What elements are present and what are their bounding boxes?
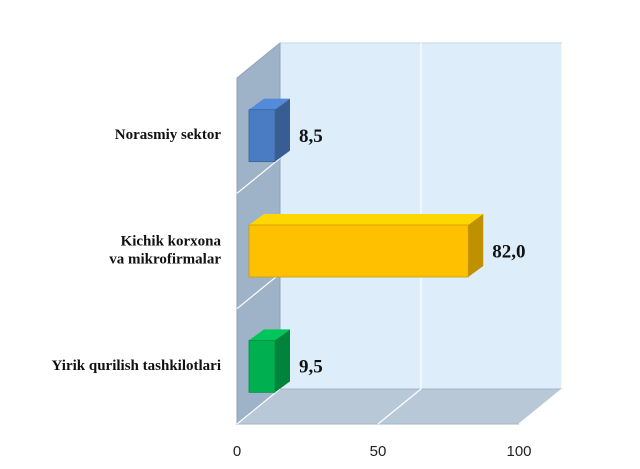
x-tick-label: 100 bbox=[506, 443, 531, 460]
value-label: 82,0 bbox=[492, 241, 525, 262]
bar-front bbox=[248, 109, 276, 163]
x-axis-ticks: 0 50 100 bbox=[233, 443, 532, 460]
category-label: Kichik korxona bbox=[121, 233, 222, 249]
value-label: 8,5 bbox=[299, 126, 323, 147]
category-label: Yirik qurilish tashkilotlari bbox=[52, 358, 221, 374]
side-gridline bbox=[236, 157, 281, 194]
bar-front bbox=[248, 339, 276, 393]
category-labels: Norasmiy sektor Kichik korxona va mikrofir… bbox=[52, 127, 222, 374]
side-gridline bbox=[236, 273, 281, 310]
value-labels: 8,5 82,0 9,5 bbox=[299, 126, 525, 378]
bar bbox=[248, 98, 290, 163]
category-label: Norasmiy sektor bbox=[115, 127, 222, 143]
floor-gridline bbox=[518, 388, 563, 425]
bar-top bbox=[249, 329, 290, 341]
bars bbox=[248, 98, 484, 393]
bar-front bbox=[248, 224, 469, 278]
value-label: 9,5 bbox=[299, 357, 323, 378]
bar bbox=[248, 214, 484, 278]
bar-side bbox=[275, 98, 290, 162]
bar bbox=[248, 329, 290, 393]
category-label: va mikrofirmalar bbox=[109, 251, 221, 267]
floor-gridline bbox=[377, 388, 422, 425]
bar-side bbox=[275, 329, 290, 393]
x-tick-label: 50 bbox=[370, 443, 387, 460]
bar-top bbox=[249, 98, 290, 110]
floor-gridline bbox=[236, 388, 281, 425]
x-tick-label: 0 bbox=[233, 443, 241, 460]
bar-side bbox=[468, 214, 484, 277]
bar-top bbox=[249, 214, 484, 225]
